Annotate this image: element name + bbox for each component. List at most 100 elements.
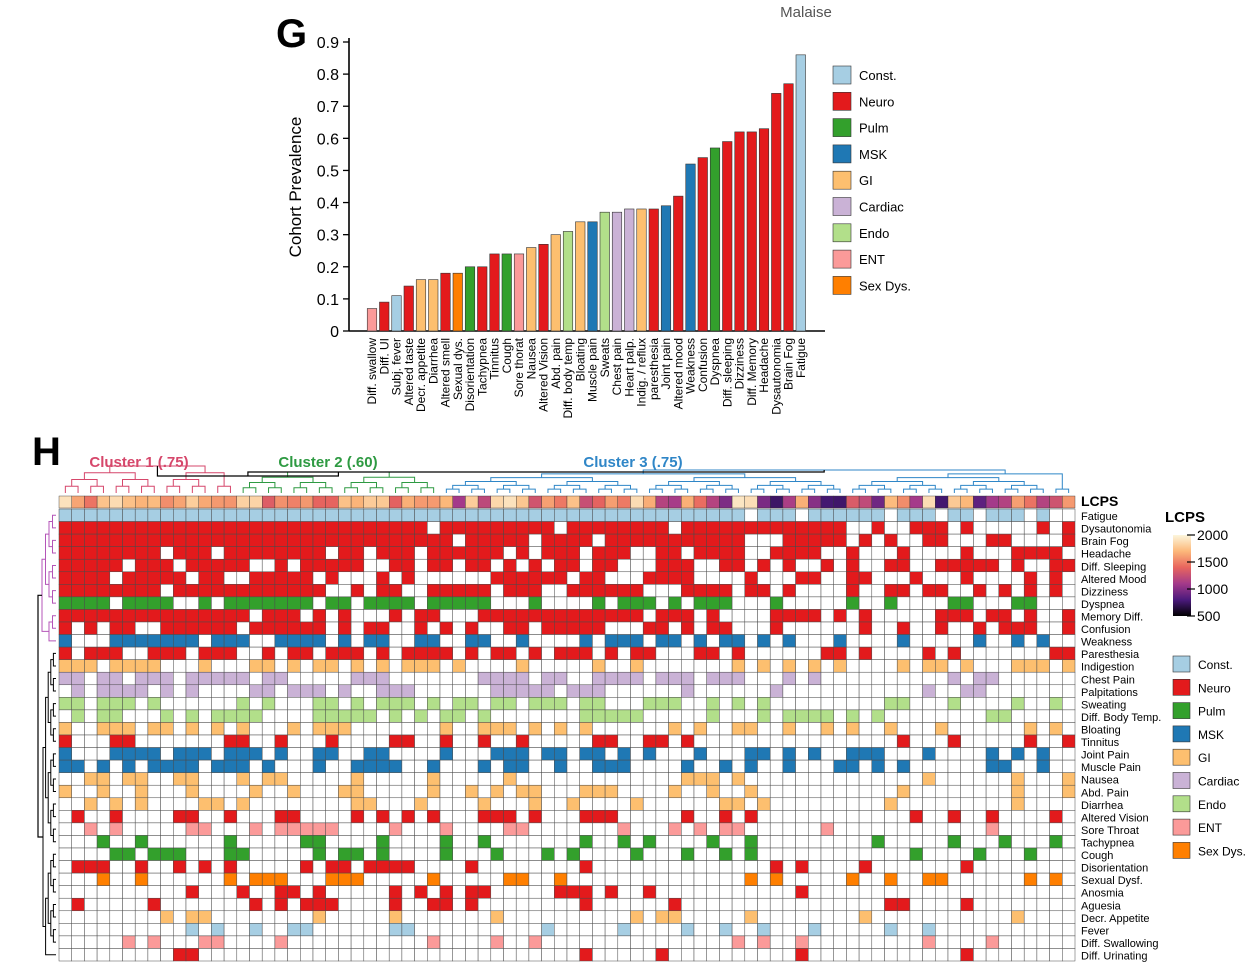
- heat-cell: [795, 872, 809, 886]
- heat-cell: [236, 872, 250, 886]
- heat-cell: [147, 684, 161, 698]
- heat-cell: [211, 609, 225, 623]
- heat-cell: [884, 697, 898, 711]
- heat-cell: [642, 935, 657, 949]
- heat-cell: [833, 784, 847, 799]
- heat-cell: [122, 571, 136, 585]
- heat-cell: [731, 948, 746, 962]
- heat-cell: [960, 571, 974, 585]
- heat-cell: [452, 872, 466, 886]
- lcps-cell: [312, 495, 326, 509]
- heat-cell: [668, 521, 682, 535]
- heat-cell: [1023, 546, 1038, 560]
- heat-cell: [173, 948, 187, 962]
- heat-cell: [338, 910, 352, 924]
- heat-cell: [1049, 533, 1063, 547]
- heat-cell: [122, 521, 136, 535]
- colorbar: [1173, 535, 1191, 616]
- heat-cell: [401, 772, 415, 786]
- heat-cell: [808, 697, 822, 711]
- heat-cell: [109, 784, 123, 799]
- heat-cell: [833, 772, 847, 786]
- heat-cell: [134, 835, 149, 849]
- heat-cell: [465, 546, 479, 560]
- heat-cell: [490, 935, 504, 949]
- heat-cell: [134, 948, 149, 962]
- heat-cell: [84, 571, 98, 585]
- heat-cell: [922, 784, 936, 799]
- heat-cell: [604, 759, 619, 773]
- heat-cell: [401, 697, 415, 711]
- heat-cell: [84, 584, 98, 598]
- heat-row-label: Abd. Pain: [1081, 787, 1129, 799]
- heat-cell: [719, 822, 733, 836]
- heat-cell: [871, 521, 885, 535]
- heat-cell: [719, 508, 733, 522]
- heat-cell: [261, 722, 276, 736]
- heat-cell: [833, 734, 847, 748]
- heat-cell: [350, 835, 365, 849]
- heat-cell: [401, 860, 415, 874]
- heat-cell: [960, 533, 974, 547]
- heat-cell: [985, 910, 1000, 924]
- heat-cell: [655, 759, 669, 773]
- heat-cell: [84, 646, 98, 660]
- heat-cell: [452, 747, 466, 761]
- heat-cell: [515, 684, 530, 698]
- heat-cell: [985, 772, 1000, 786]
- column-dendrogram: [293, 487, 308, 493]
- heat-cell: [173, 621, 187, 635]
- heat-cell: [363, 533, 377, 547]
- heat-cell: [84, 659, 98, 673]
- heat-cell: [414, 571, 428, 585]
- heat-cell: [287, 521, 301, 535]
- heat-cell: [300, 948, 314, 962]
- heat-cell: [871, 910, 885, 924]
- heat-cell: [693, 596, 707, 610]
- heat-cell: [1049, 910, 1063, 924]
- x-tick-label: Weakness: [684, 338, 698, 394]
- heat-cell: [706, 571, 720, 585]
- row-dendrogram: [52, 929, 56, 943]
- heat-cell: [909, 872, 923, 886]
- heat-cell: [287, 646, 301, 660]
- heat-cell: [439, 508, 453, 522]
- legend-swatch: [832, 223, 852, 243]
- heat-cell: [617, 621, 631, 635]
- lcps-cell: [592, 495, 606, 509]
- heat-cell: [782, 860, 796, 874]
- heat-cell: [173, 709, 187, 723]
- lcps-cell: [363, 495, 377, 509]
- heat-cell: [96, 646, 111, 660]
- heat-cell: [147, 596, 161, 610]
- heat-cell: [350, 810, 365, 824]
- heat-cell: [579, 596, 593, 610]
- heat-cell: [185, 923, 199, 937]
- bar: [538, 244, 549, 332]
- heat-cell: [465, 609, 479, 623]
- heat-cell: [71, 609, 85, 623]
- heat-cell: [1062, 910, 1076, 924]
- heat-cell: [579, 910, 593, 924]
- heat-cell: [693, 609, 707, 623]
- heat-cell: [681, 684, 695, 698]
- heat-cell: [655, 734, 669, 748]
- heat-cell: [477, 659, 492, 673]
- heat-cell: [985, 948, 1000, 962]
- heat-cell: [604, 822, 619, 836]
- heat-cell: [1062, 521, 1076, 535]
- heat-cell: [160, 634, 174, 648]
- heat-cell: [655, 634, 669, 648]
- heat-cell: [490, 634, 504, 648]
- heat-cell: [1049, 722, 1063, 736]
- heat-cell: [744, 671, 758, 686]
- heat-cell: [896, 697, 911, 711]
- heat-cell: [401, 621, 415, 635]
- heat-cell: [769, 533, 784, 547]
- heat-cell: [261, 897, 276, 912]
- heat-cell: [566, 684, 580, 698]
- heat-cell: [769, 546, 784, 560]
- heat-cell: [350, 546, 365, 560]
- heat-cell: [287, 885, 301, 899]
- heat-cell: [909, 596, 923, 610]
